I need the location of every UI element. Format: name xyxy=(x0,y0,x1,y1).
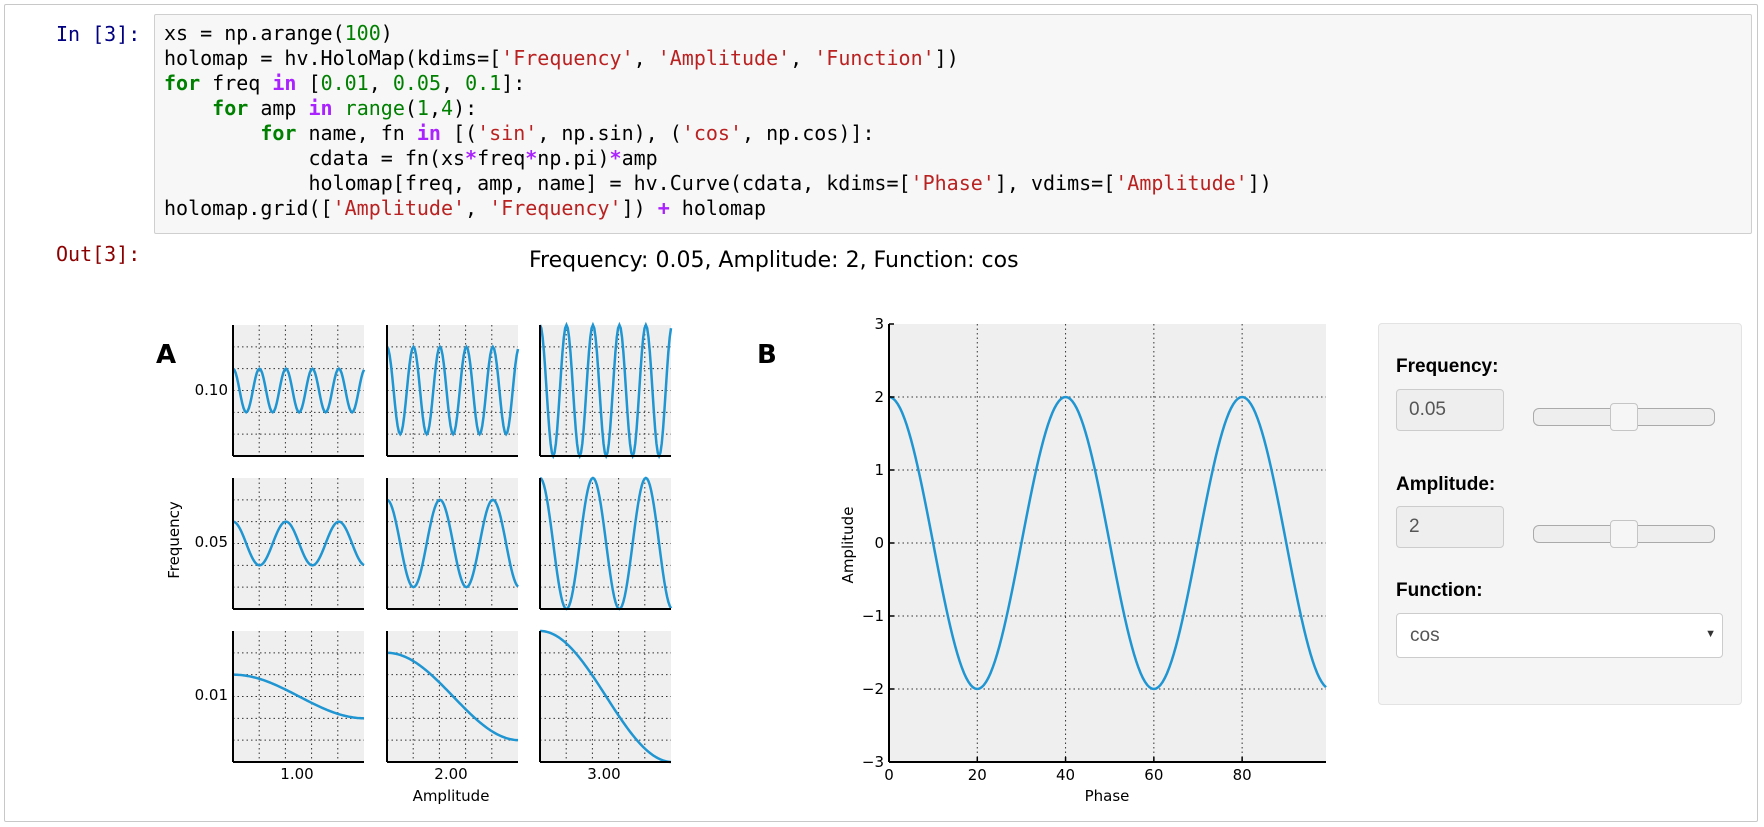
function-select-value: cos xyxy=(1410,625,1440,646)
curve-line xyxy=(232,673,365,720)
panel-a-ytick-1: 0.10 xyxy=(195,381,228,399)
widget-panel: Frequency: 0.05 Amplitude: 2 Function: c… xyxy=(1378,323,1742,705)
panel-b-xlabel: Phase xyxy=(1085,787,1130,805)
y-tick-label: 2 xyxy=(874,388,884,406)
panel-b-label: B xyxy=(757,340,777,370)
amplitude-value-field[interactable]: 2 xyxy=(1396,506,1504,548)
input-prompt: In [3]: xyxy=(56,22,141,46)
panel-b-ylabel: Amplitude xyxy=(839,507,857,584)
grid-cell-plot xyxy=(232,325,366,457)
code-text[interactable]: xs = np.arange(100) holomap = hv.HoloMap… xyxy=(164,21,1272,220)
y-tick-label: −3 xyxy=(862,753,884,771)
curve-line xyxy=(386,498,519,589)
panel-a-ylabel: Frequency xyxy=(165,501,183,579)
grid-cell-plot xyxy=(386,631,519,763)
grid-cell-plot xyxy=(539,476,673,611)
frequency-value-field[interactable]: 0.05 xyxy=(1396,389,1504,431)
grid-cell-plot xyxy=(232,631,365,763)
panel-a-grid xyxy=(232,321,673,764)
chevron-down-icon: ▼ xyxy=(1705,628,1716,640)
panel-a-ytick-2: 0.05 xyxy=(195,533,228,551)
notebook-cell xyxy=(4,4,1758,822)
y-tick-label: −2 xyxy=(862,680,884,698)
frequency-slider[interactable] xyxy=(1533,403,1715,431)
grid-cell-plot xyxy=(385,325,520,457)
frequency-label: Frequency: xyxy=(1396,356,1499,377)
grid-cell-plot xyxy=(386,478,519,610)
curve-line xyxy=(232,367,366,414)
amplitude-label: Amplitude: xyxy=(1396,474,1496,495)
y-tick-label: 1 xyxy=(874,461,884,479)
grid-cell-plot xyxy=(539,629,672,764)
panel-a-xtick-2: 2.00 xyxy=(434,765,467,783)
amplitude-slider-handle[interactable] xyxy=(1610,520,1638,548)
curve-line xyxy=(386,651,519,742)
y-tick-label: −1 xyxy=(862,607,884,625)
curve-line xyxy=(538,321,673,460)
y-tick-label: 3 xyxy=(874,315,884,333)
curve-line xyxy=(385,344,520,437)
x-tick-label: 80 xyxy=(1233,766,1252,784)
amplitude-slider[interactable] xyxy=(1533,520,1715,548)
panel-a-xlabel: Amplitude xyxy=(413,787,490,805)
curve-line xyxy=(539,629,672,764)
x-tick-label: 40 xyxy=(1056,766,1075,784)
y-tick-label: 0 xyxy=(874,534,884,552)
curve-line xyxy=(539,476,673,611)
panel-a-ytick-3: 0.01 xyxy=(195,686,228,704)
code-editor[interactable]: xs = np.arange(100) holomap = hv.HoloMap… xyxy=(154,14,1752,234)
grid-cell-plot xyxy=(538,321,673,460)
x-tick-label: 20 xyxy=(968,766,987,784)
grid-cell-plot xyxy=(232,478,365,610)
series-line xyxy=(888,395,1327,691)
output-prompt: Out[3]: xyxy=(56,242,141,266)
panel-a-xtick-3: 3.00 xyxy=(587,765,620,783)
panel-b-plot: 0 20 40 60 80 3 2 1 0 −1 −2 −3 xyxy=(862,315,1327,784)
x-tick-label: 60 xyxy=(1144,766,1163,784)
panel-a-xtick-1: 1.00 xyxy=(280,765,313,783)
panel-a-label: A xyxy=(156,340,176,370)
x-tick-label: 0 xyxy=(884,766,894,784)
curve-line xyxy=(232,520,365,567)
function-select[interactable]: cos ▼ xyxy=(1396,613,1723,658)
frequency-slider-handle[interactable] xyxy=(1610,403,1638,431)
output-title: Frequency: 0.05, Amplitude: 2, Function:… xyxy=(529,248,1019,273)
function-label: Function: xyxy=(1396,580,1483,601)
